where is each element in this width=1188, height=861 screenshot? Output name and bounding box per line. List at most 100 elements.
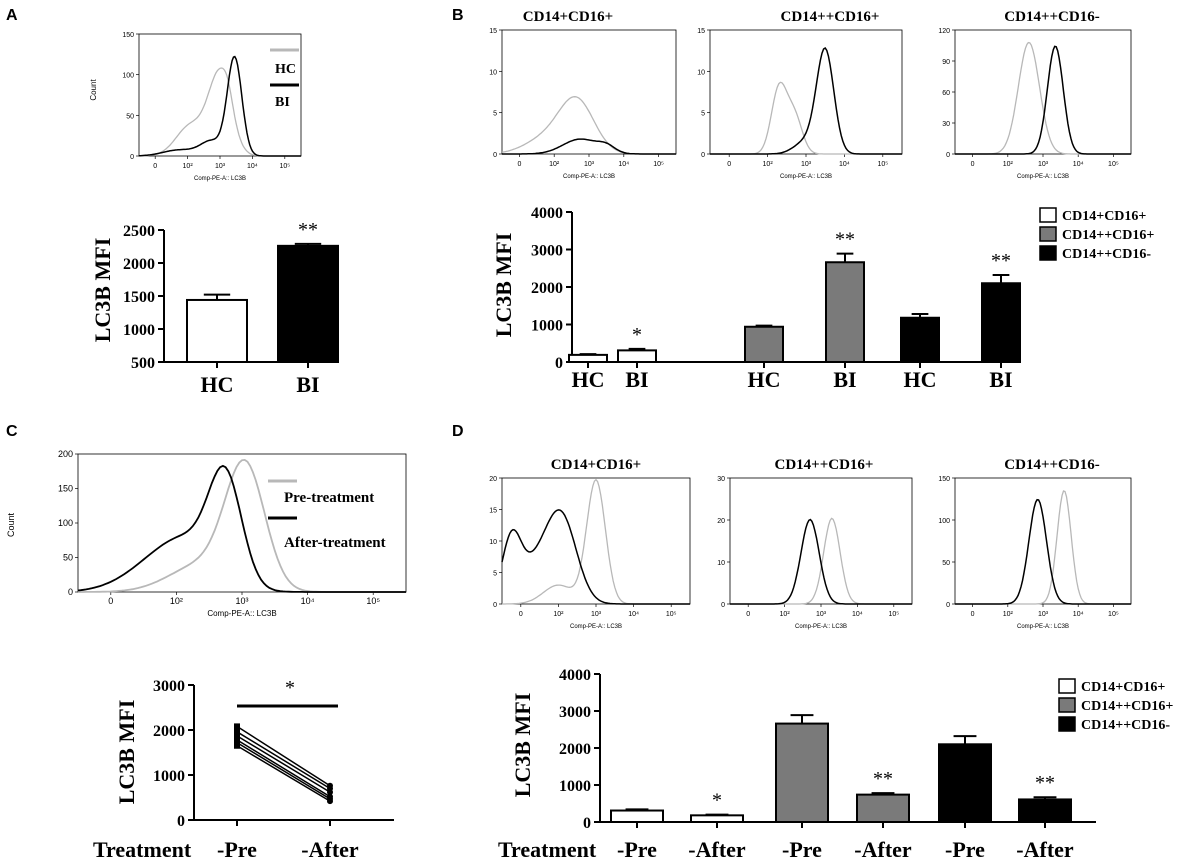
b-bar-bar-hc xyxy=(568,353,608,363)
b-bar-category-label: HC xyxy=(904,367,937,392)
c-hist-xtick-label: 10³ xyxy=(235,596,248,606)
b-hist-2-xtick-label: 10³ xyxy=(801,161,812,168)
d-hist-2-xtick-label: 10⁵ xyxy=(888,611,899,618)
d-bar-legend-swatch xyxy=(1058,678,1076,694)
d-hist-3-xtick-label: 10⁴ xyxy=(1073,611,1084,618)
c-hist-xtick-label: 10² xyxy=(170,596,183,606)
d-bar-legend-swatch xyxy=(1058,716,1076,732)
c-hist-xtick-label: 10⁵ xyxy=(366,596,380,606)
d-hist-1-xtick-label: 10⁵ xyxy=(666,611,677,618)
d-hist-2-ytick-label: 30 xyxy=(717,476,725,483)
b-hist-2-xtick-label: 10⁵ xyxy=(877,161,888,168)
c-legend-pre-label: Pre-treatment xyxy=(284,490,374,506)
d-hist-1-xtick-label: 10³ xyxy=(591,611,602,618)
c-line-point-after xyxy=(327,789,333,796)
b-hist-3-title: CD14++CD16- xyxy=(1004,9,1099,25)
a-hist-count-label: Count xyxy=(89,79,98,101)
a-bar-ytick-label: 1000 xyxy=(123,322,155,339)
b-bar-legend-label: CD14++CD16- xyxy=(1062,247,1151,262)
d-hist-1-xlabel: Comp-PE-A:: LC3B xyxy=(570,624,622,630)
b-hist-2-xtick-label: 10² xyxy=(763,161,774,168)
b-hist-1-xtick-label: 10⁴ xyxy=(618,161,629,168)
d-hist-3-ytick-label: 0 xyxy=(946,602,950,609)
c-line-xtick-label: -After xyxy=(301,837,359,861)
b-bar-legend-swatch xyxy=(1039,245,1057,261)
a-bar-ylabel: LC3B MFI xyxy=(90,238,115,343)
b-bar-bar-bi xyxy=(825,261,865,363)
b-hist-3-xtick-label: 0 xyxy=(971,161,975,168)
d-hist-3-xlabel: Comp-PE-A:: LC3B xyxy=(1017,624,1069,630)
d-bar-ytick-label: 2000 xyxy=(559,741,591,758)
b-hist-2-ytick-label: 15 xyxy=(697,28,705,35)
a-hist-xtick-label: 0 xyxy=(153,163,157,170)
b-bar-ylabel: LC3B MFI xyxy=(491,233,516,338)
a-bar-bar-bi xyxy=(277,244,339,363)
a-hist-ytick-label: 50 xyxy=(126,113,134,120)
d-hist-3-after-curve xyxy=(955,498,1131,605)
d-hist-1-ytick-label: 0 xyxy=(493,602,497,609)
b-bar-category-label: BI xyxy=(625,367,648,392)
b-hist-1-ytick-label: 15 xyxy=(489,28,497,35)
b-hist-1-hc-curve xyxy=(501,96,676,155)
b-hist-3-xtick-label: 10⁵ xyxy=(1108,161,1119,168)
a-bar-ytick-label: 2500 xyxy=(123,223,155,240)
d-hist-2-ytick-label: 0 xyxy=(721,602,725,609)
b-bar-significance: ** xyxy=(991,250,1011,272)
c-line-series-line xyxy=(236,745,331,802)
c-line-ytick-label: 1000 xyxy=(153,768,185,785)
b-hist-1-xtick-label: 10⁵ xyxy=(653,161,664,168)
b-hist-1-xtick-label: 10² xyxy=(549,161,560,168)
d-hist-2-xtick-label: 0 xyxy=(746,611,750,618)
b-bar-significance: * xyxy=(632,324,642,346)
b-hist-3-ytick-label: 60 xyxy=(942,90,950,97)
b-bar-legend-swatch xyxy=(1039,207,1057,223)
a-hist-ytick-label: 150 xyxy=(122,32,134,39)
d-hist-1-after-curve xyxy=(501,509,690,605)
d-hist-2-after-curve xyxy=(730,518,912,605)
b-hist-3-xtick-label: 10³ xyxy=(1038,161,1049,168)
b-hist-3-ytick-label: 30 xyxy=(942,121,950,128)
d-hist-3-xtick-label: 10² xyxy=(1003,611,1014,618)
b-bar-bar-bi xyxy=(617,349,657,363)
c-hist-count-label: Count xyxy=(6,513,16,538)
d-treatment-label: Treatment xyxy=(498,837,597,861)
b-bar-bar-bi xyxy=(981,282,1021,363)
c-line-point-pre xyxy=(234,742,240,749)
d-bar-category-label: -Pre xyxy=(945,837,985,861)
d-hist-3-ytick-label: 150 xyxy=(938,476,950,483)
d-hist-3-xtick-label: 10⁵ xyxy=(1108,611,1119,618)
c-line-point-pre xyxy=(234,739,240,746)
d-bar-category-label: -Pre xyxy=(782,837,822,861)
b-bar-legend-swatch xyxy=(1039,226,1057,242)
c-hist-xtick-label: 10⁴ xyxy=(301,596,315,606)
c-line-point-after xyxy=(327,798,333,805)
d-hist-1-title: CD14+CD16+ xyxy=(551,457,641,473)
d-hist-1-ytick-label: 20 xyxy=(489,476,497,483)
d-bar-bar-pre xyxy=(610,809,664,824)
b-hist-2-ytick-label: 5 xyxy=(701,111,705,118)
b-bar-significance: ** xyxy=(835,229,855,251)
d-bar-category-label: -Pre xyxy=(617,837,657,861)
panel-label-c: C xyxy=(6,423,18,440)
a-hist-xtick-label: 10⁴ xyxy=(247,163,258,170)
d-bar-bar-after xyxy=(690,814,744,824)
d-hist-2-ytick-label: 20 xyxy=(717,518,725,525)
d-bar-ytick-label: 1000 xyxy=(559,778,591,795)
d-hist-2-ytick-label: 10 xyxy=(717,560,725,567)
c-line-point-pre xyxy=(234,723,240,730)
a-hist-bi-curve xyxy=(139,55,301,157)
c-treatment-label: Treatment xyxy=(93,837,192,861)
c-line-ytick-label: 0 xyxy=(177,813,185,830)
a-hist-xlabel: Comp-PE-A:: LC3B xyxy=(194,176,246,182)
a-hist-ytick-label: 100 xyxy=(122,73,134,80)
a-bar-bar-hc xyxy=(186,298,248,363)
c-line-series-line xyxy=(236,735,331,793)
d-bar-significance: * xyxy=(712,790,722,812)
c-hist-ytick-label: 200 xyxy=(58,449,73,459)
b-hist-2-xtick-label: 0 xyxy=(727,161,731,168)
d-bar-legend-swatch xyxy=(1058,697,1076,713)
c-line-ylabel: LC3B MFI xyxy=(114,700,139,805)
d-bar-category-label: -After xyxy=(1016,837,1074,861)
